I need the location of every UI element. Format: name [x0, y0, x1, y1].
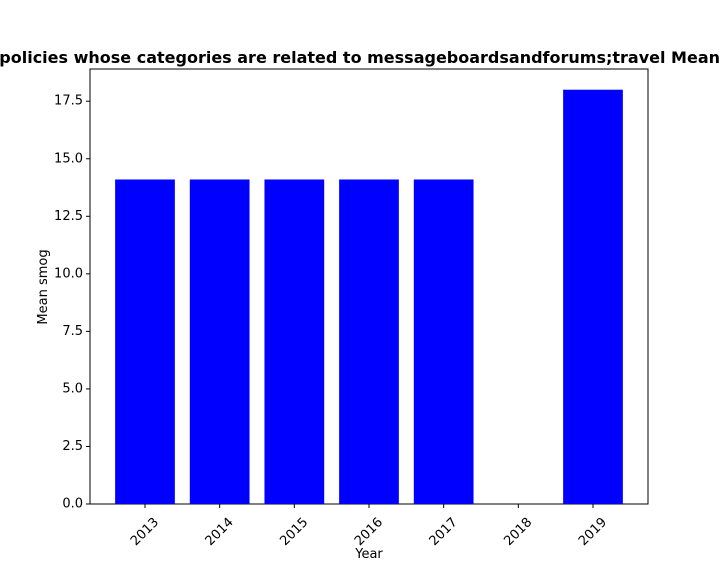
x-tick-label-2019: 2019 — [576, 515, 610, 549]
bar-2015 — [264, 179, 325, 505]
y-tick-label: 10.0 — [54, 266, 83, 281]
y-tick-label: 0.0 — [62, 497, 83, 512]
bar-2016 — [339, 179, 399, 505]
chart-title: Mean smog of privacy policies whose cate… — [0, 48, 720, 67]
bar-2014 — [189, 179, 250, 505]
y-tick-label: 12.5 — [54, 209, 83, 224]
y-axis: 0.0 2.5 5.0 7.5 10.0 12.5 15.0 17.5 — [54, 94, 90, 512]
x-tick-label-2015: 2015 — [277, 515, 311, 549]
x-tick-label-2013: 2013 — [128, 515, 162, 549]
x-tick-label-2014: 2014 — [203, 515, 237, 549]
x-tick-label-2018: 2018 — [501, 515, 535, 549]
bar-2013 — [115, 179, 175, 505]
x-tick-label-2017: 2017 — [427, 515, 461, 549]
x-axis: 2013 2014 2015 2016 2017 2018 2019 — [128, 504, 610, 549]
x-axis-label: Year — [354, 547, 383, 562]
y-tick-label: 7.5 — [62, 324, 83, 339]
bar-2017 — [413, 179, 474, 505]
y-tick-label: 17.5 — [54, 94, 83, 109]
y-tick-label: 15.0 — [54, 151, 83, 166]
bars-group — [115, 89, 623, 505]
y-axis-label: Mean smog — [36, 249, 51, 324]
y-tick-label: 5.0 — [62, 381, 83, 396]
x-tick-label-2016: 2016 — [352, 515, 386, 549]
y-tick-label: 2.5 — [62, 439, 83, 454]
bar-2019 — [563, 89, 623, 505]
